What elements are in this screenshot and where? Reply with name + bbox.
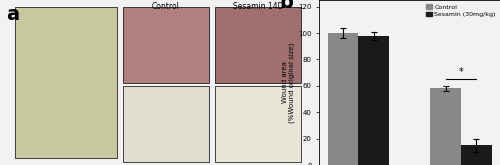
Text: Sesamin 14D: Sesamin 14D	[232, 2, 283, 11]
Bar	[430, 88, 461, 165]
Text: a: a	[6, 5, 20, 24]
Bar	[358, 36, 389, 165]
FancyBboxPatch shape	[215, 7, 301, 82]
Text: Control: Control	[152, 2, 180, 11]
FancyBboxPatch shape	[123, 7, 209, 82]
FancyBboxPatch shape	[215, 86, 301, 162]
Bar	[328, 33, 358, 165]
FancyBboxPatch shape	[16, 7, 116, 158]
Text: *: *	[458, 66, 464, 77]
Bar	[461, 145, 492, 165]
FancyBboxPatch shape	[123, 86, 209, 162]
Y-axis label: Wound area
(%Wound original size): Wound area (%Wound original size)	[282, 42, 296, 123]
Legend: Control, Sesamin (30mg/kg): Control, Sesamin (30mg/kg)	[424, 3, 497, 18]
Text: b: b	[280, 0, 293, 12]
